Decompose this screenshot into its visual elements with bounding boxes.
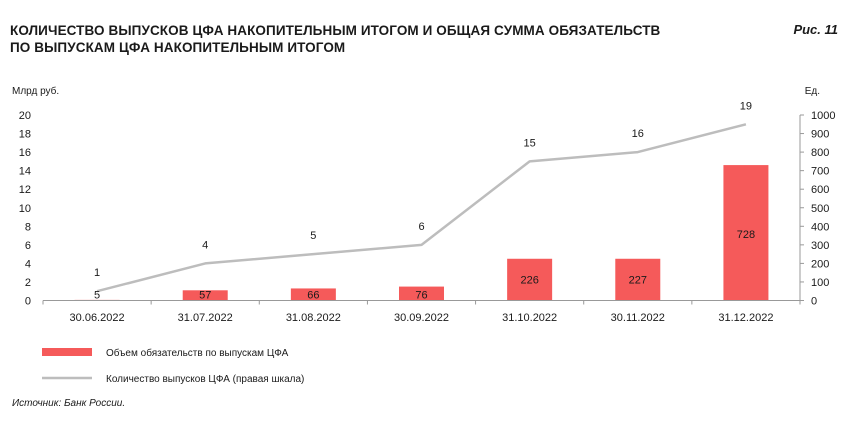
chart-title: КОЛИЧЕСТВО ВЫПУСКОВ ЦФА НАКОПИТЕЛЬНЫМ ИТ… bbox=[10, 22, 710, 56]
y-left-tick-label: 0 bbox=[25, 296, 31, 308]
legend-label-line: Количество выпусков ЦФА (правая шкала) bbox=[106, 374, 304, 385]
figure-label: Рис. 11 bbox=[793, 22, 838, 37]
y-right-tick-label: 600 bbox=[811, 184, 829, 196]
x-tick-label: 31.08.2022 bbox=[286, 312, 341, 324]
line-data-label: 1 bbox=[94, 267, 100, 279]
y-right-tick-label: 200 bbox=[811, 258, 829, 270]
bar bbox=[182, 290, 228, 301]
bar bbox=[615, 258, 661, 301]
y-left-tick-label: 16 bbox=[19, 147, 31, 159]
bar-data-label: 57 bbox=[199, 290, 211, 302]
legend-label-bar: Объем обязательств по выпускам ЦФА bbox=[106, 347, 289, 359]
bar-data-label: 5 bbox=[94, 290, 100, 302]
line-data-label: 15 bbox=[524, 137, 536, 149]
line-data-label: 6 bbox=[418, 221, 424, 233]
y-left-tick-label: 4 bbox=[25, 258, 31, 270]
y-left-tick-label: 2 bbox=[25, 277, 31, 289]
y-axis-right-label: Ед. bbox=[805, 86, 820, 97]
bar-data-label: 227 bbox=[629, 275, 647, 287]
y-right-tick-label: 700 bbox=[811, 166, 829, 178]
y-right-tick-label: 800 bbox=[811, 147, 829, 159]
bar bbox=[290, 288, 336, 301]
y-axis-left-label: Млрд руб. bbox=[12, 85, 59, 97]
x-tick-label: 30.11.2022 bbox=[611, 312, 665, 324]
y-right-tick-label: 0 bbox=[811, 296, 817, 308]
y-right-tick-label: 900 bbox=[811, 129, 829, 141]
bar bbox=[723, 165, 769, 301]
y-right-tick-label: 300 bbox=[811, 240, 829, 252]
line-data-label: 5 bbox=[310, 230, 316, 242]
x-tick-label: 30.06.2022 bbox=[70, 312, 125, 324]
x-tick-label: 31.12.2022 bbox=[718, 312, 773, 324]
y-left-tick-label: 6 bbox=[25, 240, 31, 252]
line-data-label: 16 bbox=[632, 128, 644, 140]
y-left-tick-label: 10 bbox=[19, 203, 31, 215]
chart-title-line-1: КОЛИЧЕСТВО ВЫПУСКОВ ЦФА НАКОПИТЕЛЬНЫМ ИТ… bbox=[10, 23, 661, 38]
line-series-count bbox=[96, 123, 747, 293]
y-left-tick-label: 8 bbox=[25, 221, 31, 233]
bar-data-label: 226 bbox=[520, 275, 538, 287]
x-tick-label: 31.07.2022 bbox=[178, 312, 233, 324]
line-data-label: 4 bbox=[202, 239, 208, 251]
y-right-tick-label: 100 bbox=[811, 277, 829, 289]
line-data-label: 19 bbox=[740, 100, 752, 112]
bar-data-label: 76 bbox=[415, 290, 427, 302]
y-left-tick-label: 20 bbox=[19, 110, 31, 122]
chart-title-line-2: ПО ВЫПУСКАМ ЦФА НАКОПИТЕЛЬНЫМ ИТОГОМ bbox=[10, 40, 346, 55]
x-tick-label: 31.10.2022 bbox=[502, 312, 557, 324]
y-right-tick-label: 1000 bbox=[811, 110, 835, 122]
y-left-tick-label: 18 bbox=[19, 129, 31, 141]
bar-data-label: 66 bbox=[307, 290, 319, 302]
y-left-tick-label: 12 bbox=[19, 184, 31, 196]
x-tick-label: 30.09.2022 bbox=[394, 312, 449, 324]
y-right-tick-label: 500 bbox=[811, 203, 829, 215]
legend-swatch-bar bbox=[42, 348, 92, 356]
source-note: Источник: Банк России. bbox=[12, 398, 126, 409]
bar-data-label: 728 bbox=[737, 229, 755, 241]
y-left-tick-label: 14 bbox=[19, 166, 31, 178]
bar bbox=[507, 258, 553, 301]
bar bbox=[399, 286, 444, 301]
y-right-tick-label: 400 bbox=[811, 221, 829, 233]
